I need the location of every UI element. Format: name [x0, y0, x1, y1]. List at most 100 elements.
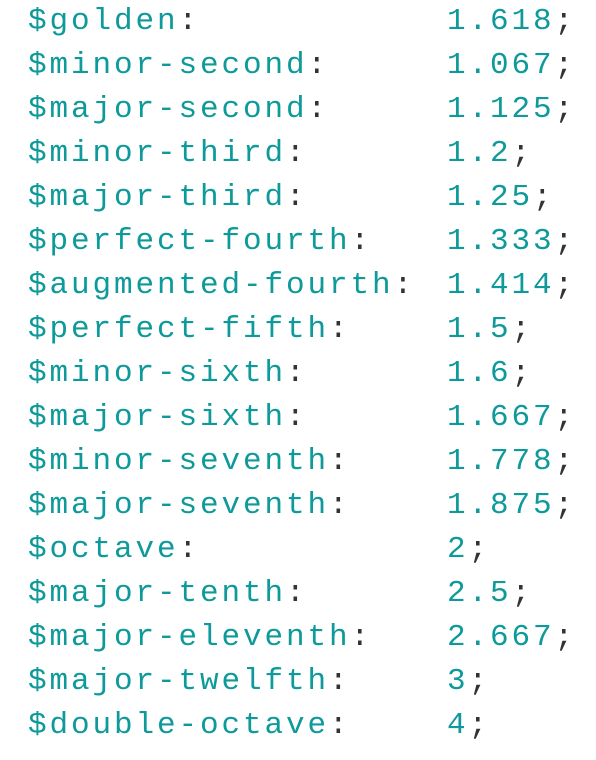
variable-name: $golden [28, 4, 179, 39]
variable: $double-octave: [28, 704, 351, 748]
semicolon: ; [533, 180, 555, 215]
value: 1.067; [447, 44, 576, 88]
ratio-value: 2.5 [447, 576, 512, 611]
semicolon: ; [511, 312, 534, 347]
semicolon: ; [554, 4, 577, 39]
code-line: $double-octave: 4; [0, 704, 596, 748]
variable: $golden: [28, 0, 200, 44]
value: 1.5; [447, 308, 533, 352]
value: 1.2; [447, 132, 533, 176]
colon: : [329, 312, 351, 347]
variable: $minor-third: [28, 132, 308, 176]
colon: : [393, 268, 416, 303]
variable-name: $perfect-fifth [28, 312, 330, 347]
semicolon: ; [554, 268, 577, 303]
variable-name: $minor-second [28, 48, 308, 83]
semicolon: ; [468, 532, 491, 567]
value: 1.618; [447, 0, 576, 44]
code-line: $major-sixth: 1.667; [0, 396, 596, 440]
code-line: $major-third: 1.25; [0, 176, 596, 220]
colon: : [286, 180, 308, 215]
ratio-value: 1.414 [447, 268, 555, 303]
semicolon: ; [554, 400, 577, 435]
semicolon: ; [511, 136, 534, 171]
ratio-value: 3 [447, 664, 469, 699]
ratio-value: 1.667 [447, 400, 555, 435]
semicolon: ; [468, 664, 491, 699]
variable-name: $major-eleventh [28, 620, 351, 655]
value: 2.667; [447, 616, 576, 660]
semicolon: ; [511, 356, 534, 391]
variable-name: $major-twelfth [28, 664, 330, 699]
code-line: $octave: 2; [0, 528, 596, 572]
code-line: $major-tenth: 2.5; [0, 572, 596, 616]
code-line: $perfect-fourth: 1.333; [0, 220, 596, 264]
colon: : [350, 620, 373, 655]
semicolon: ; [468, 708, 491, 743]
ratio-value: 1.067 [447, 48, 555, 83]
value: 1.667; [447, 396, 576, 440]
value: 1.414; [447, 264, 576, 308]
variable: $major-second: [28, 88, 329, 132]
colon: : [329, 444, 351, 479]
ratio-value: 2.667 [447, 620, 555, 655]
variable-name: $augmented-fourth [28, 268, 394, 303]
variable-name: $major-seventh [28, 488, 330, 523]
variable-name: $minor-seventh [28, 444, 330, 479]
value: 1.875; [447, 484, 576, 528]
colon: : [329, 708, 351, 743]
value: 1.25; [447, 176, 555, 220]
code-line: $perfect-fifth: 1.5; [0, 308, 596, 352]
ratio-value: 1.875 [447, 488, 555, 523]
colon: : [178, 4, 201, 39]
ratio-value: 4 [447, 708, 469, 743]
variable: $minor-sixth: [28, 352, 308, 396]
colon: : [350, 224, 373, 259]
variable-name: $major-second [28, 92, 308, 127]
code-line: $major-second: 1.125; [0, 88, 596, 132]
code-line: $minor-third: 1.2; [0, 132, 596, 176]
ratio-value: 2 [447, 532, 469, 567]
variable: $major-twelfth: [28, 660, 351, 704]
semicolon: ; [554, 224, 577, 259]
value: 1.6; [447, 352, 533, 396]
semicolon: ; [554, 92, 577, 127]
ratio-value: 1.778 [447, 444, 555, 479]
variable: $major-seventh: [28, 484, 351, 528]
value: 4; [447, 704, 490, 748]
code-line: $minor-second: 1.067; [0, 44, 596, 88]
colon: : [286, 136, 308, 171]
variable: $major-sixth: [28, 396, 308, 440]
semicolon: ; [554, 444, 577, 479]
colon: : [178, 532, 201, 567]
code-line: $major-seventh: 1.875; [0, 484, 596, 528]
variable: $perfect-fifth: [28, 308, 351, 352]
variable-name: $double-octave [28, 708, 330, 743]
variable-name: $major-sixth [28, 400, 287, 435]
value: 3; [447, 660, 490, 704]
semicolon: ; [554, 620, 577, 655]
ratio-value: 1.2 [447, 136, 512, 171]
colon: : [307, 92, 330, 127]
value: 2.5; [447, 572, 533, 616]
code-line: $major-twelfth: 3; [0, 660, 596, 704]
variable: $octave: [28, 528, 200, 572]
variable-name: $perfect-fourth [28, 224, 351, 259]
code-line: $golden: 1.618; [0, 0, 596, 44]
variable-name: $minor-third [28, 136, 287, 171]
ratio-value: 1.618 [447, 4, 555, 39]
variable-name: $major-third [28, 180, 287, 215]
variable: $major-third: [28, 176, 308, 220]
colon: : [286, 356, 308, 391]
variable-name: $major-tenth [28, 576, 287, 611]
variable-name: $octave [28, 532, 179, 567]
colon: : [329, 488, 351, 523]
colon: : [286, 576, 308, 611]
variable: $augmented-fourth: [28, 264, 415, 308]
variable: $minor-seventh: [28, 440, 351, 484]
colon: : [286, 400, 308, 435]
ratio-value: 1.5 [447, 312, 512, 347]
colon: : [307, 48, 330, 83]
variable: $perfect-fourth: [28, 220, 372, 264]
